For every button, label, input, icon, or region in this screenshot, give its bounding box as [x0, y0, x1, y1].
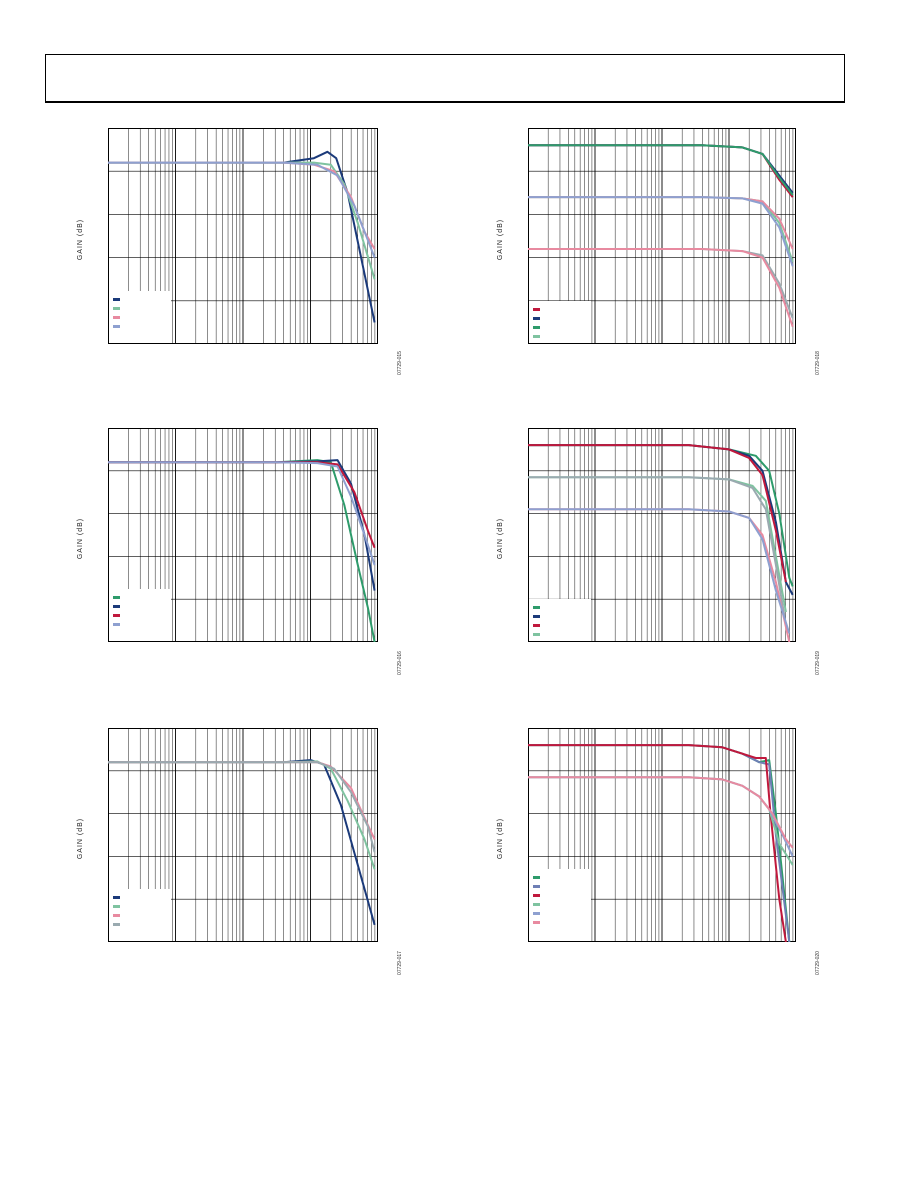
y-axis-label: GAIN (dB): [77, 817, 85, 860]
series-line-crimson: [528, 744, 787, 942]
figure-number: 07729-019: [814, 651, 821, 675]
legend-swatch-navy: [533, 317, 540, 320]
chart-panel: [108, 428, 378, 642]
legend-swatch-gray: [113, 923, 120, 926]
chart-plot-area: [108, 128, 378, 344]
legend-swatch-lavender: [113, 325, 120, 328]
legend-swatch-crimson: [533, 894, 540, 897]
y-axis-label: GAIN (dB): [497, 218, 505, 261]
chart-panel: [528, 728, 796, 942]
page-header-frame: [45, 54, 845, 103]
chart-plot-area: [108, 428, 378, 642]
legend-swatch-mint: [113, 905, 120, 908]
legend-swatch-teal: [533, 876, 540, 879]
series-line-lavender: [108, 161, 376, 258]
legend-swatch-mint: [533, 633, 540, 636]
y-axis-label: GAIN (dB): [497, 817, 505, 860]
chart-panel: [528, 428, 796, 642]
legend-swatch-mint: [113, 307, 120, 310]
figure-number: 07729-016: [396, 651, 403, 675]
legend-swatch-pink: [113, 316, 120, 319]
figure-number: 07729-015: [396, 351, 403, 375]
y-axis-label: GAIN (dB): [497, 517, 505, 560]
legend-swatch-crimson: [533, 624, 540, 627]
y-axis-label: GAIN (dB): [77, 218, 85, 261]
legend-swatch-navy: [113, 605, 120, 608]
series-line-crimson: [528, 444, 787, 583]
legend-swatch-teal: [113, 596, 120, 599]
series-line-gray: [108, 761, 376, 853]
legend-swatch-pink: [533, 921, 540, 924]
y-axis-label: GAIN (dB): [77, 517, 85, 560]
chart-plot-area: [528, 428, 796, 642]
figure-number: 07729-018: [814, 351, 821, 375]
series-line-pink: [528, 248, 794, 328]
legend-swatch-lavender: [113, 623, 120, 626]
chart-panel: [528, 128, 796, 344]
series-line-pink: [528, 776, 794, 849]
legend-swatch-slate: [533, 885, 540, 888]
chart-plot-area: [108, 728, 378, 942]
legend-swatch-navy: [533, 615, 540, 618]
legend-swatch-pink: [113, 914, 120, 917]
legend-swatch-crimson: [113, 614, 120, 617]
figure-number: 07729-017: [396, 951, 403, 975]
chart-plot-area: [528, 128, 796, 344]
legend-swatch-mint: [533, 903, 540, 906]
series-line-teal: [528, 144, 794, 196]
series-line-gray: [528, 476, 787, 626]
legend-swatch-navy: [113, 896, 120, 899]
chart-panel: [108, 728, 378, 942]
legend-swatch-crimson: [533, 308, 540, 311]
chart-plot-area: [528, 728, 796, 942]
legend-swatch-teal: [533, 326, 540, 329]
legend-swatch-lavender: [533, 912, 540, 915]
series-line-lavender: [528, 508, 791, 634]
series-line-lavender: [108, 461, 376, 566]
figure-number: 07729-020: [814, 951, 821, 975]
legend-swatch-navy: [113, 298, 120, 301]
legend-swatch-teal: [533, 606, 540, 609]
legend-swatch-mint: [533, 335, 540, 338]
series-line-lavender: [528, 196, 794, 267]
chart-panel: [108, 128, 378, 344]
